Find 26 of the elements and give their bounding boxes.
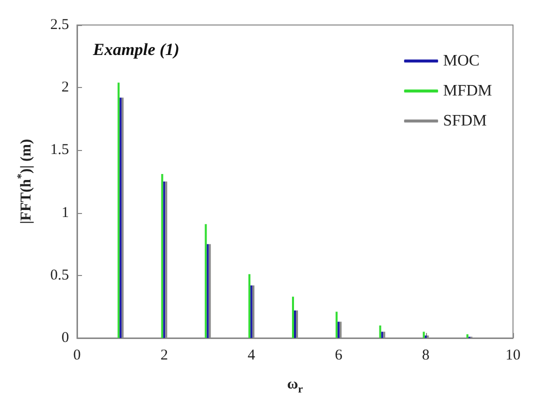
y-tick-label: 0.5 (50, 267, 69, 284)
y-tick-label: 0 (62, 330, 69, 346)
x-tick-label: 0 (73, 348, 81, 364)
x-tick-label: 8 (422, 348, 430, 364)
bar (292, 296, 294, 338)
y-tick-label: 1.5 (50, 142, 69, 158)
bar (161, 174, 164, 338)
legend-label: MOC (443, 52, 480, 70)
y-tick-label: 2.5 (50, 17, 69, 33)
legend-label: SFDM (443, 112, 487, 130)
y-tick-label: 1 (62, 204, 69, 221)
bar (336, 312, 338, 338)
x-tick-label: 6 (334, 348, 343, 364)
y-tick-label: 2 (62, 80, 69, 96)
bar (204, 224, 207, 338)
bar (466, 334, 468, 338)
bar (118, 82, 120, 338)
text: Example (1) (92, 40, 180, 59)
y-axis-title: |FFT(h*)| (m) (16, 138, 34, 224)
bar (422, 332, 425, 338)
bar (248, 274, 250, 338)
x-tick-label: 2 (160, 348, 168, 364)
x-tick-label: 4 (248, 348, 256, 364)
x-tick-label: 10 (506, 348, 520, 364)
bar (379, 325, 382, 338)
legend-label: MFDM (443, 82, 492, 100)
